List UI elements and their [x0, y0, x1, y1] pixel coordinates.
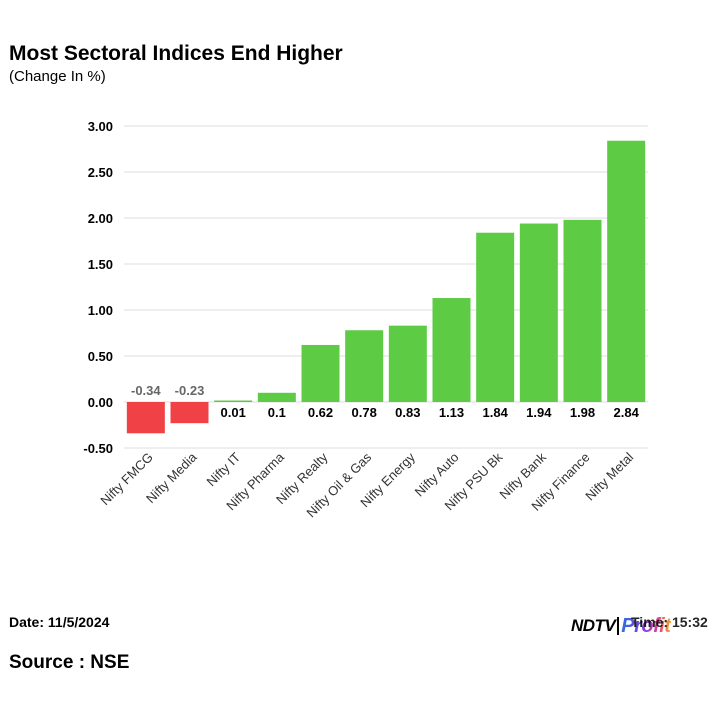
time-label: Time: 15:32	[631, 614, 708, 630]
source-label: Source : NSE	[9, 652, 130, 673]
chart-title: Most Sectoral Indices End Higher	[9, 42, 343, 65]
y-tick-label: 2.50	[88, 165, 113, 180]
y-tick-label: 0.00	[88, 395, 113, 410]
bar	[214, 400, 253, 402]
bar	[519, 223, 558, 402]
bar	[388, 325, 427, 402]
y-axis: -0.50 0.00 0.50 1.00 1.50 2.00 2.50 3.00	[83, 119, 113, 456]
data-label: 1.13	[439, 405, 464, 420]
bar	[170, 402, 209, 424]
ndtv-profit-logo: NDTV Profit	[571, 615, 671, 637]
bar	[126, 402, 165, 434]
bar	[563, 219, 602, 402]
logo-separator	[617, 617, 620, 635]
data-label: 0.1	[268, 405, 286, 420]
data-label: 0.01	[221, 405, 246, 420]
bar	[476, 232, 515, 402]
data-label: 1.94	[526, 405, 552, 420]
y-tick-label: -0.50	[83, 441, 113, 456]
y-tick-label: 1.00	[88, 303, 113, 318]
data-label: -0.34	[131, 383, 161, 398]
data-label: 0.62	[308, 405, 333, 420]
x-tick-label: Nifty Metal	[582, 449, 636, 503]
date-label: Date: 11/5/2024	[9, 614, 110, 630]
data-label: -0.23	[175, 383, 205, 398]
data-labels: -0.34 -0.23 0.01 0.1 0.62 0.78 0.83 1.13 1.84 1.9…	[131, 383, 640, 420]
bar	[432, 298, 471, 402]
logo-profit-text: Profit	[621, 614, 671, 637]
logo-ndtv-text: NDTV	[571, 616, 616, 635]
bar	[301, 344, 340, 402]
x-tick-label: Nifty IT	[204, 449, 244, 489]
data-label: 1.84	[483, 405, 509, 420]
gridlines	[124, 125, 648, 449]
chart-subtitle: (Change In %)	[9, 68, 106, 85]
data-label: 1.98	[570, 405, 595, 420]
bar	[345, 330, 384, 402]
y-tick-label: 1.50	[88, 257, 113, 272]
y-tick-label: 3.00	[88, 119, 113, 134]
data-label: 0.83	[395, 405, 420, 420]
bars	[126, 140, 646, 434]
data-label: 2.84	[614, 405, 640, 420]
bar	[607, 140, 646, 402]
data-label: 0.78	[352, 405, 377, 420]
y-tick-label: 2.00	[88, 211, 113, 226]
bar	[257, 392, 296, 402]
y-tick-label: 0.50	[88, 349, 113, 364]
